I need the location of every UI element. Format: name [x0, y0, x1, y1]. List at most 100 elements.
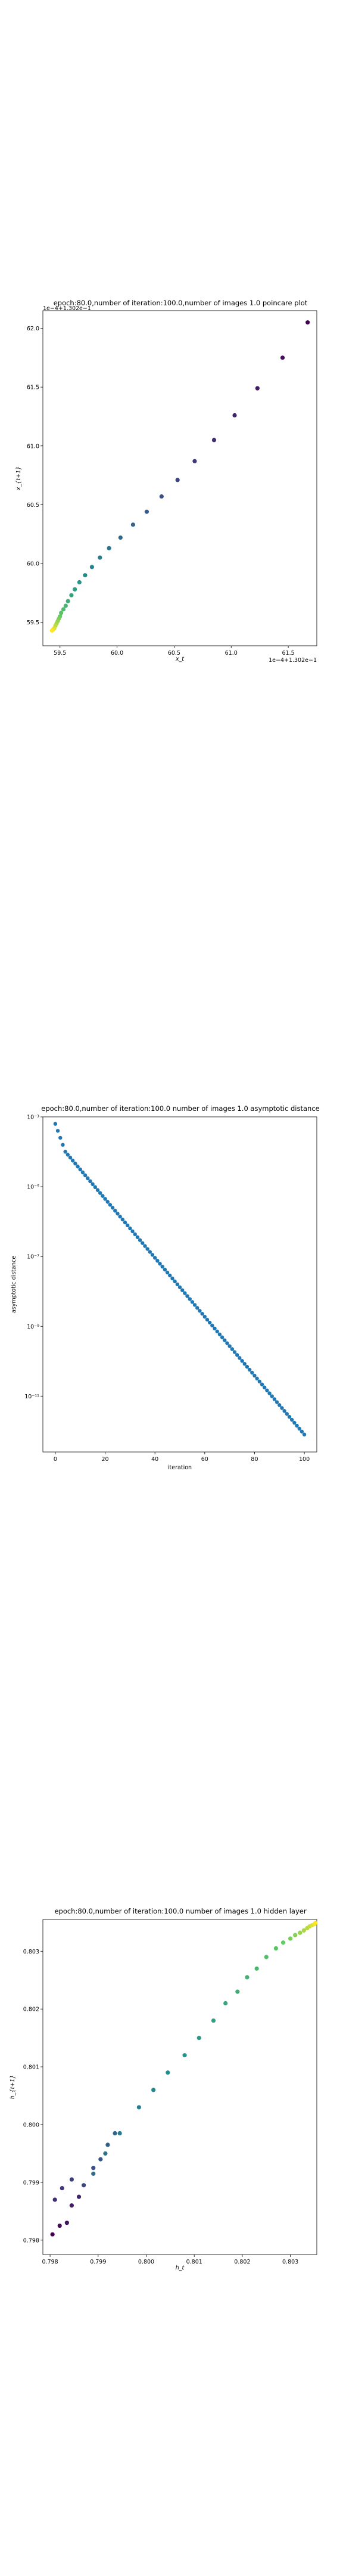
poincare-point: [50, 628, 54, 633]
asymptotic-y-tick-label: 10⁻⁵: [27, 1184, 39, 1191]
poincare-point: [160, 494, 164, 499]
asymptotic-point: [300, 1430, 304, 1433]
hidden-layer-points: [51, 1921, 318, 2236]
hidden-layer-point: [58, 2224, 62, 2228]
asymptotic-x-tick-label: 100: [299, 1456, 310, 1463]
asymptotic-point: [200, 1312, 204, 1315]
asymptotic-point: [273, 1397, 276, 1401]
asymptotic-point: [163, 1268, 167, 1271]
hidden-layer-point: [281, 1940, 285, 1945]
asymptotic-point: [83, 1174, 87, 1177]
hidden-layer-point: [118, 2131, 122, 2135]
hidden-layer-point: [77, 2195, 81, 2199]
asymptotic-point: [103, 1197, 107, 1200]
asymptotic-point: [213, 1327, 216, 1330]
asymptotic-point: [168, 1274, 172, 1277]
poincare-y-tick-label: 60.5: [27, 502, 39, 509]
asymptotic-point: [233, 1350, 236, 1354]
asymptotic-point: [218, 1333, 222, 1336]
asymptotic-y-ticks: 10⁻¹¹ 10⁻⁹ 10⁻⁷ 10⁻⁵ 10⁻³: [24, 1114, 43, 1400]
asymptotic-point: [195, 1306, 199, 1309]
asymptotic-point: [248, 1368, 251, 1371]
asymptotic-y-tick-label: 10⁻⁷: [27, 1254, 39, 1261]
hidden-layer-title: epoch:80.0,number of iteration:100.0 num…: [54, 1907, 306, 1915]
asymptotic-point: [151, 1253, 154, 1256]
poincare-point: [66, 599, 70, 603]
asymptotic-point: [240, 1359, 244, 1363]
hidden-layer-point: [245, 1975, 249, 1979]
hidden-layer-point: [255, 1967, 259, 1971]
asymptotic-point: [54, 1122, 57, 1126]
asymptotic-point: [223, 1338, 226, 1342]
poincare-point: [119, 535, 123, 540]
asymptotic-point: [56, 1129, 60, 1132]
asymptotic-point: [275, 1400, 279, 1404]
poincare-point: [176, 478, 180, 482]
asymptotic-chart: epoch:80.0,number of iteration:100.0 num…: [11, 1104, 320, 1471]
asymptotic-point: [185, 1294, 189, 1298]
poincare-point: [77, 580, 82, 584]
hidden-layer-x-tick-label: 0.799: [90, 2259, 106, 2265]
asymptotic-point: [101, 1194, 104, 1197]
hidden-layer-point: [70, 2203, 74, 2207]
asymptotic-point: [180, 1288, 184, 1292]
asymptotic-point: [270, 1394, 274, 1398]
asymptotic-point: [292, 1421, 296, 1425]
asymptotic-point: [210, 1324, 214, 1327]
asymptotic-point: [73, 1162, 77, 1165]
asymptotic-point: [158, 1262, 161, 1265]
asymptotic-point: [128, 1227, 132, 1230]
asymptotic-point: [208, 1321, 211, 1324]
asymptotic-point: [143, 1244, 146, 1247]
hidden-layer-x-label: h_t: [176, 2265, 185, 2271]
asymptotic-point: [220, 1336, 224, 1339]
asymptotic-point: [79, 1168, 82, 1171]
asymptotic-point: [68, 1156, 72, 1159]
hidden-layer-x-tick-label: 0.801: [186, 2259, 202, 2265]
poincare-y-tick-label: 60.0: [27, 561, 39, 567]
hidden-layer-x-ticks: 0.798 0.799 0.800 0.801 0.802 0.803: [42, 2255, 299, 2265]
hidden-layer-point: [91, 2166, 95, 2170]
asymptotic-point: [203, 1315, 207, 1318]
hidden-layer-y-tick-label: 0.800: [23, 2122, 39, 2128]
asymptotic-point: [58, 1136, 62, 1140]
asymptotic-point: [76, 1165, 79, 1168]
poincare-point: [90, 565, 94, 569]
poincare-point: [145, 510, 149, 514]
hidden-layer-point: [223, 2001, 227, 2005]
hidden-layer-point: [98, 2157, 102, 2162]
asymptotic-point: [96, 1188, 99, 1192]
asymptotic-x-tick-label: 40: [151, 1456, 158, 1463]
hidden-layer-x-tick-label: 0.798: [42, 2259, 58, 2265]
hidden-layer-point: [137, 2105, 141, 2109]
asymptotic-point: [298, 1427, 301, 1431]
poincare-point: [232, 413, 236, 417]
poincare-x-tick-label: 59.5: [54, 650, 66, 657]
asymptotic-point: [126, 1224, 129, 1227]
poincare-point: [192, 459, 197, 463]
asymptotic-x-tick-label: 80: [251, 1456, 258, 1463]
poincare-x-tick-label: 61.0: [225, 650, 238, 657]
asymptotic-point: [161, 1265, 164, 1268]
asymptotic-point: [166, 1271, 169, 1274]
hidden-layer-point: [113, 2131, 117, 2135]
asymptotic-y-tick-label: 10⁻³: [27, 1114, 39, 1121]
asymptotic-point: [141, 1241, 144, 1244]
asymptotic-point: [290, 1418, 294, 1422]
poincare-point: [64, 603, 68, 608]
hidden-layer-y-tick-label: 0.799: [23, 2179, 39, 2186]
asymptotic-point: [267, 1391, 271, 1395]
asymptotic-point: [113, 1209, 117, 1212]
asymptotic-point: [136, 1236, 139, 1239]
hidden-layer-point: [151, 2088, 155, 2092]
asymptotic-point: [198, 1309, 201, 1312]
poincare-point: [73, 587, 77, 592]
hidden-layer-point: [60, 2186, 64, 2190]
asymptotic-point: [116, 1212, 119, 1215]
asymptotic-point: [205, 1318, 209, 1321]
poincare-y-label: x_{t+1}: [15, 466, 22, 491]
asymptotic-point: [106, 1200, 110, 1203]
hidden-layer-point: [313, 1921, 317, 1925]
asymptotic-point: [191, 1300, 194, 1304]
hidden-layer-y-tick-label: 0.801: [23, 2064, 39, 2071]
